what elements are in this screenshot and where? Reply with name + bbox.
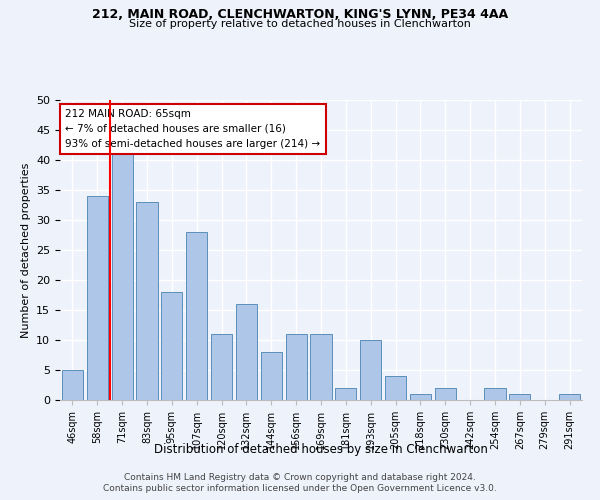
Bar: [186, 232, 207, 400]
Bar: [87, 196, 108, 400]
Bar: [310, 334, 332, 400]
Text: Size of property relative to detached houses in Clenchwarton: Size of property relative to detached ho…: [129, 19, 471, 29]
Text: Distribution of detached houses by size in Clenchwarton: Distribution of detached houses by size …: [154, 442, 488, 456]
Bar: [335, 388, 356, 400]
Y-axis label: Number of detached properties: Number of detached properties: [20, 162, 31, 338]
Bar: [509, 394, 530, 400]
Bar: [286, 334, 307, 400]
Bar: [360, 340, 381, 400]
Text: Contains public sector information licensed under the Open Government Licence v3: Contains public sector information licen…: [103, 484, 497, 493]
Bar: [161, 292, 182, 400]
Bar: [484, 388, 506, 400]
Bar: [112, 148, 133, 400]
Text: 212, MAIN ROAD, CLENCHWARTON, KING'S LYNN, PE34 4AA: 212, MAIN ROAD, CLENCHWARTON, KING'S LYN…: [92, 8, 508, 20]
Text: 212 MAIN ROAD: 65sqm
← 7% of detached houses are smaller (16)
93% of semi-detach: 212 MAIN ROAD: 65sqm ← 7% of detached ho…: [65, 109, 320, 148]
Bar: [410, 394, 431, 400]
Bar: [261, 352, 282, 400]
Bar: [211, 334, 232, 400]
Bar: [385, 376, 406, 400]
Bar: [435, 388, 456, 400]
Bar: [236, 304, 257, 400]
Bar: [559, 394, 580, 400]
Bar: [136, 202, 158, 400]
Text: Contains HM Land Registry data © Crown copyright and database right 2024.: Contains HM Land Registry data © Crown c…: [124, 472, 476, 482]
Bar: [62, 370, 83, 400]
